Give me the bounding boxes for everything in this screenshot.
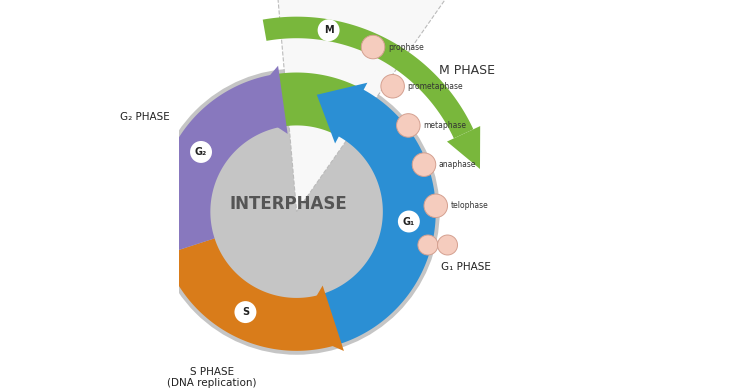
Polygon shape <box>447 126 480 169</box>
Circle shape <box>437 235 458 255</box>
Polygon shape <box>164 238 340 351</box>
Text: M: M <box>324 25 334 35</box>
Circle shape <box>424 194 448 218</box>
Circle shape <box>235 301 256 323</box>
Polygon shape <box>316 83 368 143</box>
Text: prometaphase: prometaphase <box>407 82 464 91</box>
Circle shape <box>418 235 438 255</box>
Text: M PHASE: M PHASE <box>439 64 495 77</box>
Text: telophase: telophase <box>451 201 488 210</box>
Text: G₂ PHASE: G₂ PHASE <box>121 112 170 122</box>
Polygon shape <box>272 0 458 212</box>
Text: metaphase: metaphase <box>423 121 466 130</box>
Polygon shape <box>296 285 344 351</box>
Circle shape <box>381 74 404 98</box>
Circle shape <box>154 69 440 355</box>
Polygon shape <box>262 17 473 138</box>
Polygon shape <box>323 89 436 344</box>
Text: S PHASE
(DNA replication): S PHASE (DNA replication) <box>167 367 256 388</box>
Circle shape <box>413 153 436 176</box>
Polygon shape <box>244 66 288 134</box>
Polygon shape <box>158 74 284 255</box>
Text: INTERPHASE: INTERPHASE <box>230 195 348 213</box>
Text: G₁ PHASE: G₁ PHASE <box>441 262 491 272</box>
Text: G₁: G₁ <box>403 216 415 227</box>
Text: prophase: prophase <box>388 43 424 51</box>
Circle shape <box>397 114 420 137</box>
Text: G₂: G₂ <box>195 147 207 157</box>
Text: anaphase: anaphase <box>439 160 476 169</box>
Circle shape <box>362 35 385 59</box>
Circle shape <box>317 19 340 41</box>
Circle shape <box>190 141 212 163</box>
Circle shape <box>398 211 420 232</box>
Polygon shape <box>278 73 362 136</box>
Text: S: S <box>242 307 249 317</box>
